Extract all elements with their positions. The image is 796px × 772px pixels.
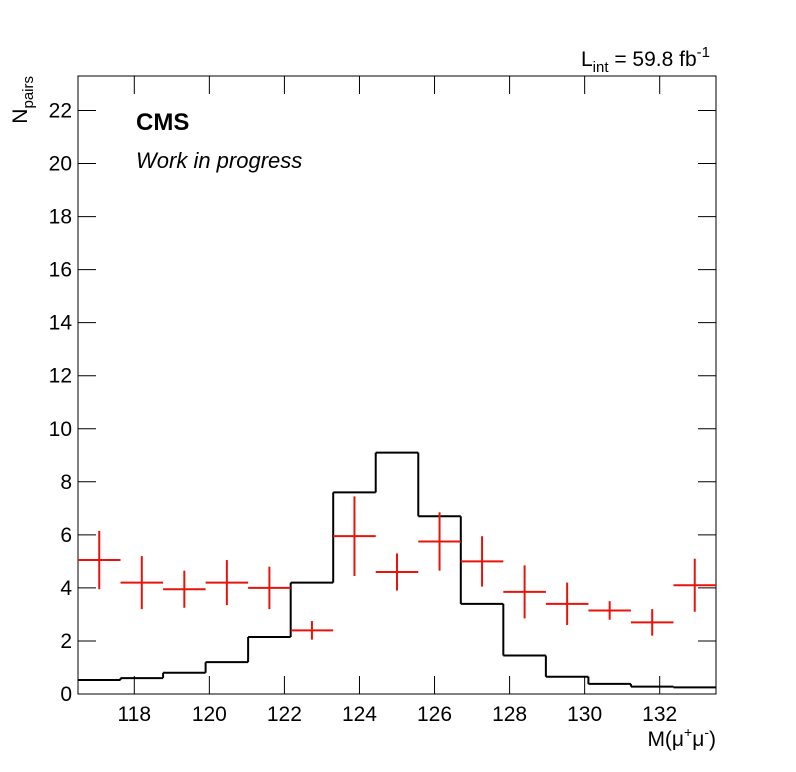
lumi-symbol: L [581,48,593,71]
y-tick-label: 22 [49,99,72,122]
y-tick-label: 18 [49,206,72,229]
y-tick-label: 6 [60,524,72,547]
y-tick-label: 16 [49,259,72,282]
x-label-sup: + [684,724,692,740]
chart-subtitle: Work in progress [136,148,302,173]
y-label-symbol: N [9,109,32,124]
y-tick-label: 0 [60,683,72,706]
lumi-subscript: int [593,59,610,76]
chart-title: CMS [136,109,189,136]
plot-frame [77,75,717,695]
y-tick-label: 14 [49,312,73,335]
y-axis-label: Npairs [9,76,37,124]
x-tick-label: 132 [642,703,677,726]
y-tick-label: 8 [60,471,72,494]
x-tick-label: 124 [342,703,377,726]
x-label-part: μ [692,728,704,751]
x-label-sup: - [704,724,709,740]
y-tick-label: 12 [49,365,72,388]
x-tick-label: 120 [192,703,227,726]
x-tick-label: 126 [417,703,452,726]
y-tick-label: 4 [60,577,72,600]
x-tick-label: 118 [118,703,151,726]
y-tick-label: 20 [49,153,72,176]
x-axis-label: M(μ+μ-) [647,724,716,751]
y-label-subscript: pairs [20,76,37,109]
x-tick-label: 128 [492,703,527,726]
lumi-text: = 59.8 fb [609,48,697,71]
x-tick-label: 130 [567,703,602,726]
x-label-part: ) [709,728,716,751]
y-tick-label: 2 [60,630,72,653]
x-tick-label: 122 [267,703,302,726]
lumi-superscript: -1 [697,44,710,61]
x-label-part: M(μ [647,728,684,751]
lumi-label: Lint = 59.8 fb-1 [581,44,710,76]
y-tick-label: 10 [49,418,72,441]
